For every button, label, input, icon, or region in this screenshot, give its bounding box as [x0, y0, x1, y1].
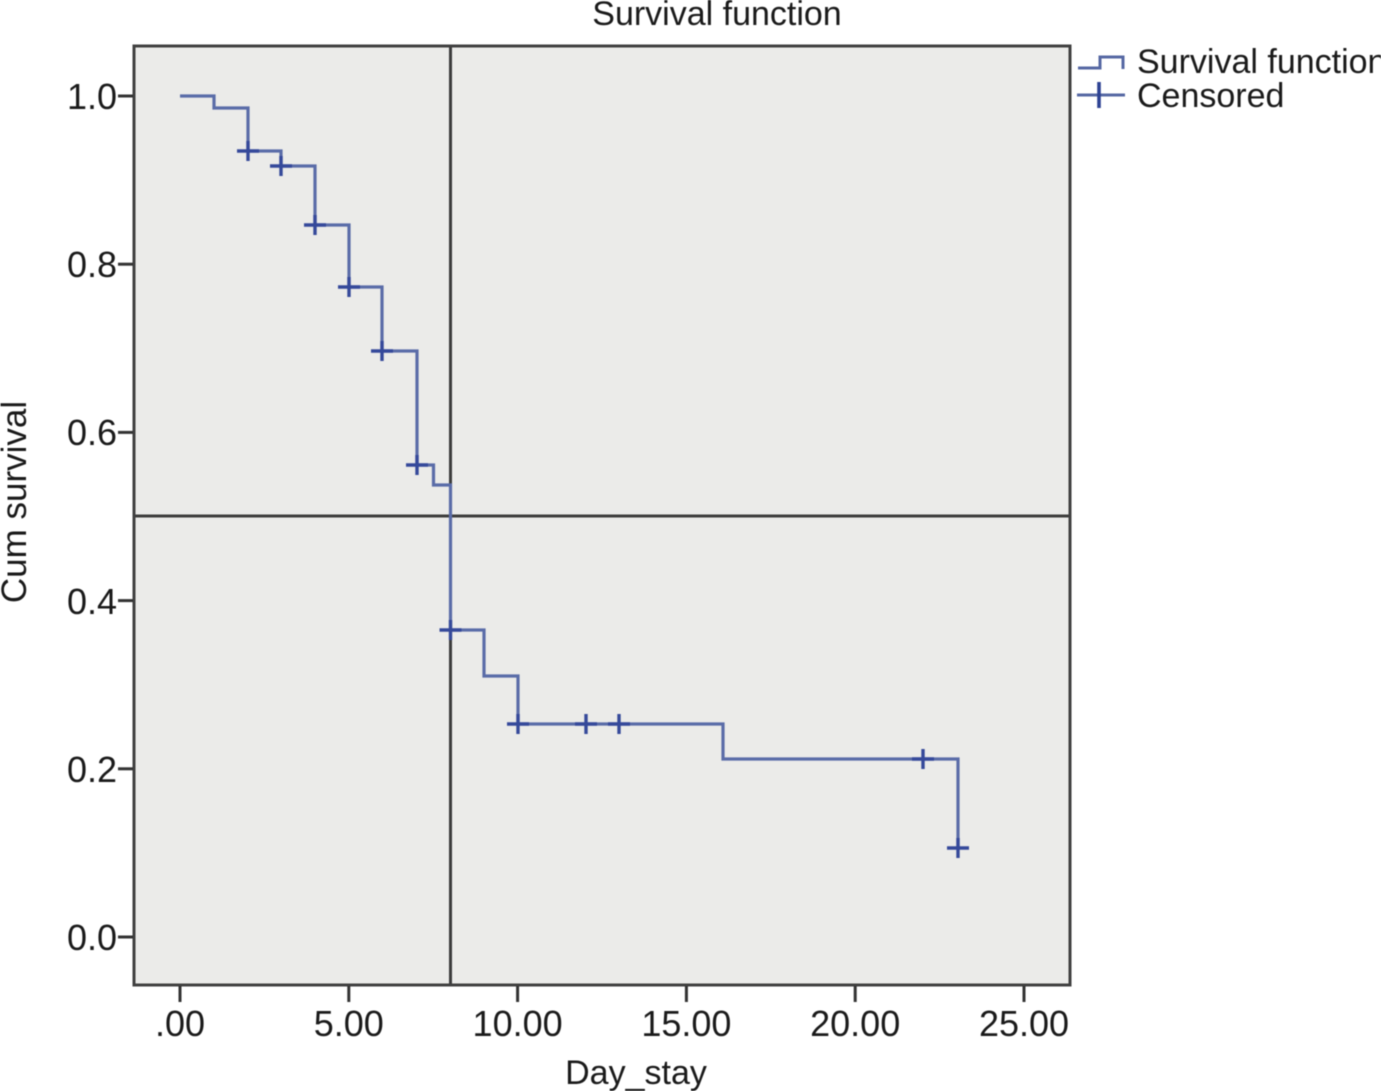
svg-text:15.00: 15.00 [641, 1003, 731, 1044]
svg-text:0.2: 0.2 [67, 749, 117, 790]
svg-text:20.00: 20.00 [810, 1003, 900, 1044]
svg-text:Survival function: Survival function [592, 0, 841, 33]
svg-text:5.00: 5.00 [314, 1003, 384, 1044]
svg-text:10.00: 10.00 [473, 1003, 563, 1044]
svg-text:1.0: 1.0 [67, 76, 117, 117]
svg-text:.00: .00 [155, 1003, 205, 1044]
svg-text:Day_stay: Day_stay [565, 1054, 707, 1091]
svg-text:0.0: 0.0 [67, 917, 117, 958]
svg-text:Censored: Censored [1137, 77, 1284, 115]
svg-text:0.6: 0.6 [67, 412, 117, 453]
svg-text:0.4: 0.4 [67, 581, 117, 622]
svg-text:0.8: 0.8 [67, 244, 117, 285]
svg-text:Cum survival: Cum survival [0, 401, 34, 603]
svg-text:Survival function: Survival function [1137, 43, 1381, 81]
svg-text:25.00: 25.00 [979, 1003, 1069, 1044]
